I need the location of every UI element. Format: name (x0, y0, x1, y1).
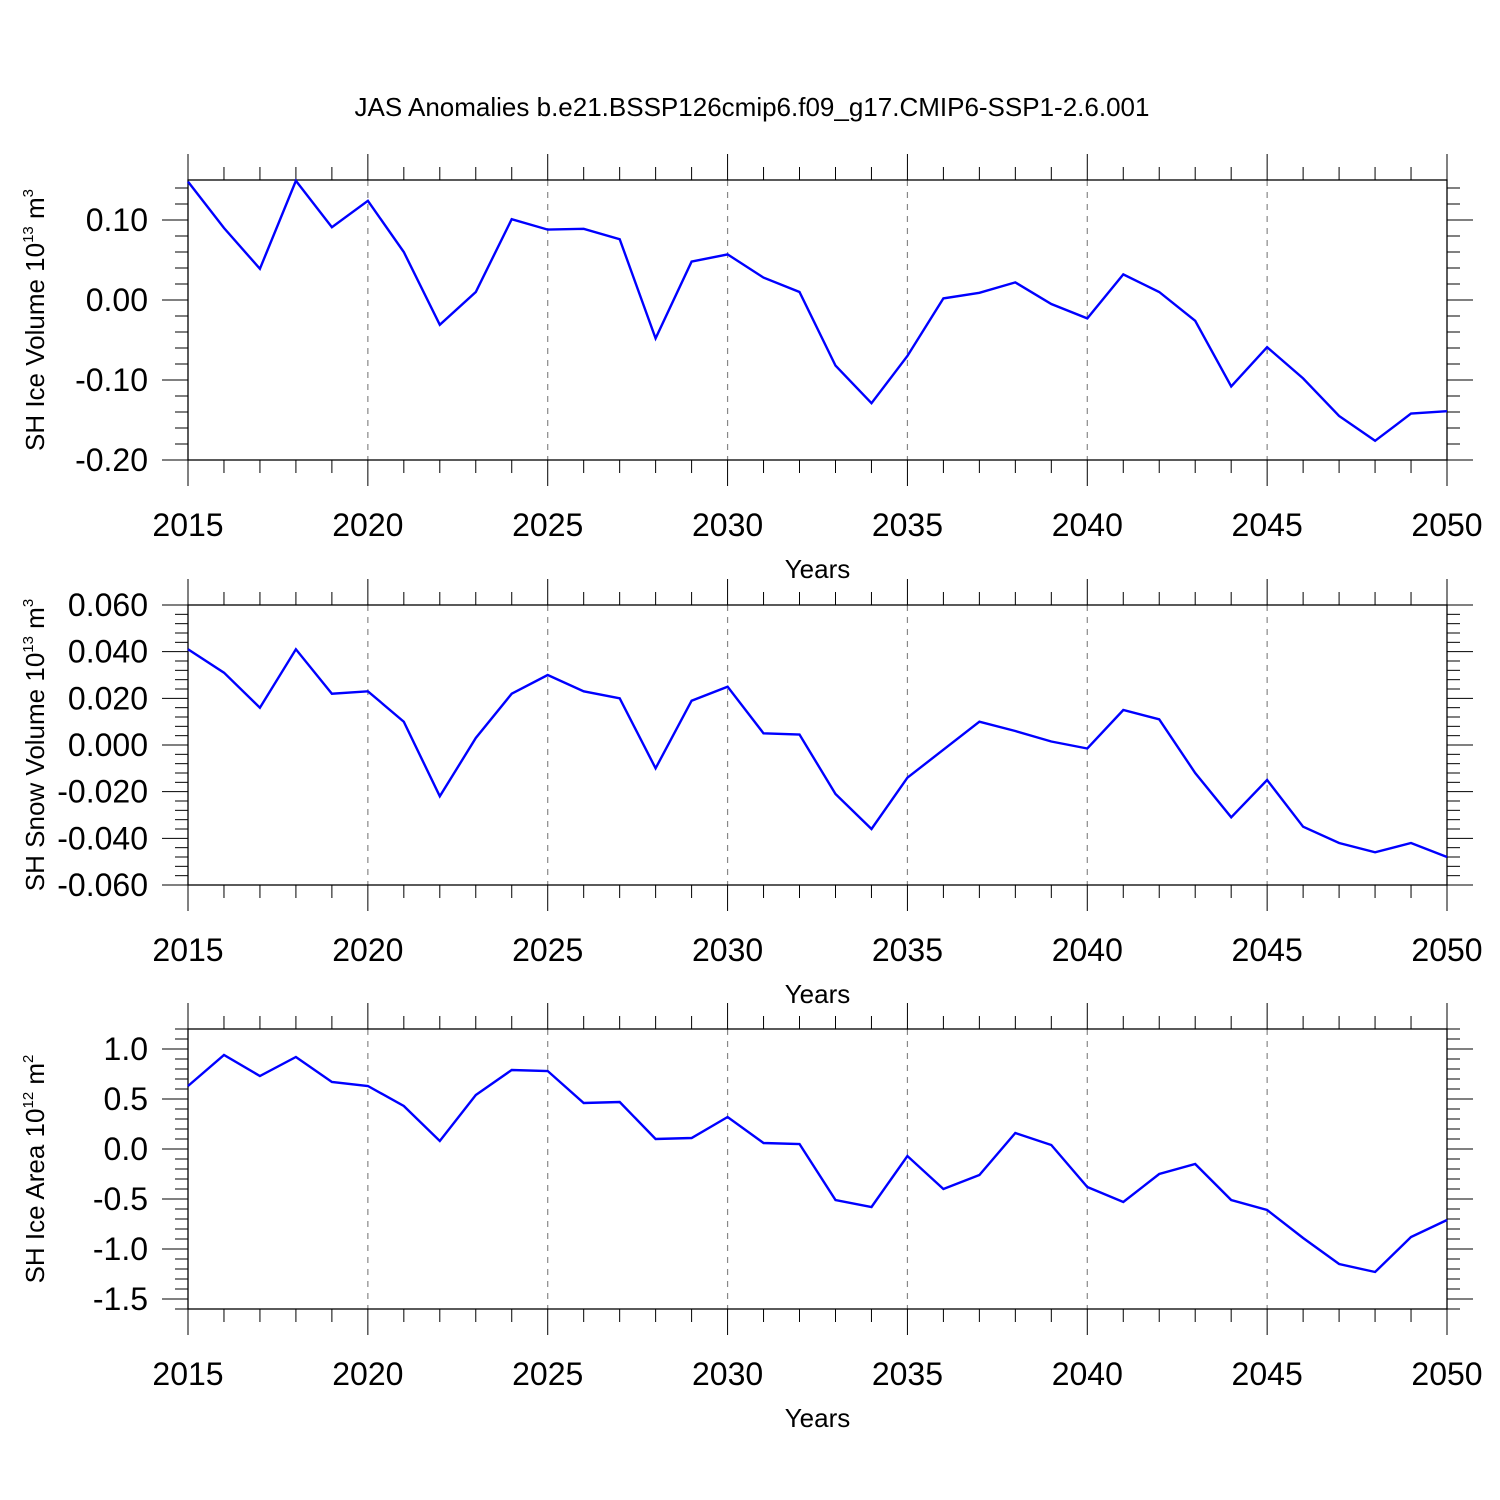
ytick-label: 0.00 (86, 282, 148, 318)
xtick-label: 2030 (692, 1356, 763, 1392)
plot-frame (187, 1028, 1448, 1310)
ytick-label: 1.0 (104, 1031, 148, 1067)
y-axis-label: SH Ice Area 1012 m2 (20, 1055, 50, 1284)
y-axis-label-superscript: 13 (20, 226, 37, 243)
xtick-label: 2040 (1052, 932, 1123, 968)
y-axis-label-superscript: 3 (20, 189, 37, 197)
ytick-label: 0.020 (68, 680, 148, 716)
xtick-label: 2050 (1411, 932, 1482, 968)
xtick-label: 2015 (152, 1356, 223, 1392)
ytick-label: 0.5 (104, 1081, 148, 1117)
xtick-label: 2020 (332, 1356, 403, 1392)
ytick-label: 0.000 (68, 727, 148, 763)
ytick-label: -0.040 (57, 820, 148, 856)
y-axis-label: SH Snow Volume 1013 m3 (20, 599, 50, 891)
xtick-label: 2040 (1052, 1356, 1123, 1392)
xtick-label: 2035 (872, 932, 943, 968)
xtick-label: 2015 (152, 932, 223, 968)
plot-frame (187, 604, 1448, 886)
ytick-label: -0.10 (75, 362, 148, 398)
y-axis-label-superscript: 2 (20, 1055, 37, 1063)
ytick-label: -0.20 (75, 442, 148, 478)
y-axis-label-superscript: 12 (20, 1092, 37, 1109)
y-axis-label-superscript: 3 (20, 599, 37, 607)
xtick-label: 2020 (332, 932, 403, 968)
xtick-label: 2045 (1232, 507, 1303, 543)
x-axis-label: Years (785, 979, 851, 1009)
xtick-label: 2030 (692, 932, 763, 968)
xtick-label: 2035 (872, 507, 943, 543)
xtick-label: 2030 (692, 507, 763, 543)
ytick-label: -1.5 (93, 1281, 148, 1317)
ytick-label: -0.5 (93, 1181, 148, 1217)
y-axis-label-text: SH Ice Area 10 (20, 1109, 50, 1284)
xtick-label: 2015 (152, 507, 223, 543)
y-axis-label-superscript: 13 (20, 636, 37, 653)
plot-frame (187, 179, 1448, 461)
y-axis-label-text: m (20, 197, 50, 226)
xtick-label: 2050 (1411, 1356, 1482, 1392)
xtick-label: 2050 (1411, 507, 1482, 543)
xtick-label: 2025 (512, 932, 583, 968)
y-axis-label-text: SH Ice Volume 10 (20, 243, 50, 451)
x-axis-label: Years (785, 554, 851, 584)
ytick-label: 0.040 (68, 634, 148, 670)
chart-title: JAS Anomalies b.e21.BSSP126cmip6.f09_g17… (355, 92, 1150, 122)
y-axis-label-text: SH Snow Volume 10 (20, 653, 50, 891)
x-axis-label: Years (785, 1403, 851, 1433)
xtick-label: 2025 (512, 1356, 583, 1392)
panel-ice-area: 1.0 0.5 0.0 -0.5 -1.0 -1.5 2015 2020 2025 2030 203… (20, 1003, 1483, 1433)
xtick-label: 2020 (332, 507, 403, 543)
series-line (187, 178, 1448, 443)
xtick-label: 2045 (1232, 1356, 1303, 1392)
y-axis-label-text: m (20, 607, 50, 636)
xtick-label: 2035 (872, 1356, 943, 1392)
ytick-label: -0.060 (57, 867, 148, 903)
xtick-label: 2040 (1052, 507, 1123, 543)
ytick-label: 0.060 (68, 587, 148, 623)
y-axis-label: SH Ice Volume 1013 m3 (20, 189, 50, 451)
ytick-label: 0.10 (86, 202, 148, 238)
series-line (187, 647, 1448, 859)
ytick-label: -1.0 (93, 1231, 148, 1267)
series-line (187, 1053, 1448, 1274)
xtick-label: 2045 (1232, 932, 1303, 968)
panel-snow-volume: 0.0600.0400.0200.000-0.020-0.040-0.06020… (20, 579, 1483, 1009)
ytick-label: -0.020 (57, 774, 148, 810)
xtick-label: 2025 (512, 507, 583, 543)
y-axis-label-text: m (20, 1063, 50, 1092)
ytick-label: 0.0 (104, 1131, 148, 1167)
